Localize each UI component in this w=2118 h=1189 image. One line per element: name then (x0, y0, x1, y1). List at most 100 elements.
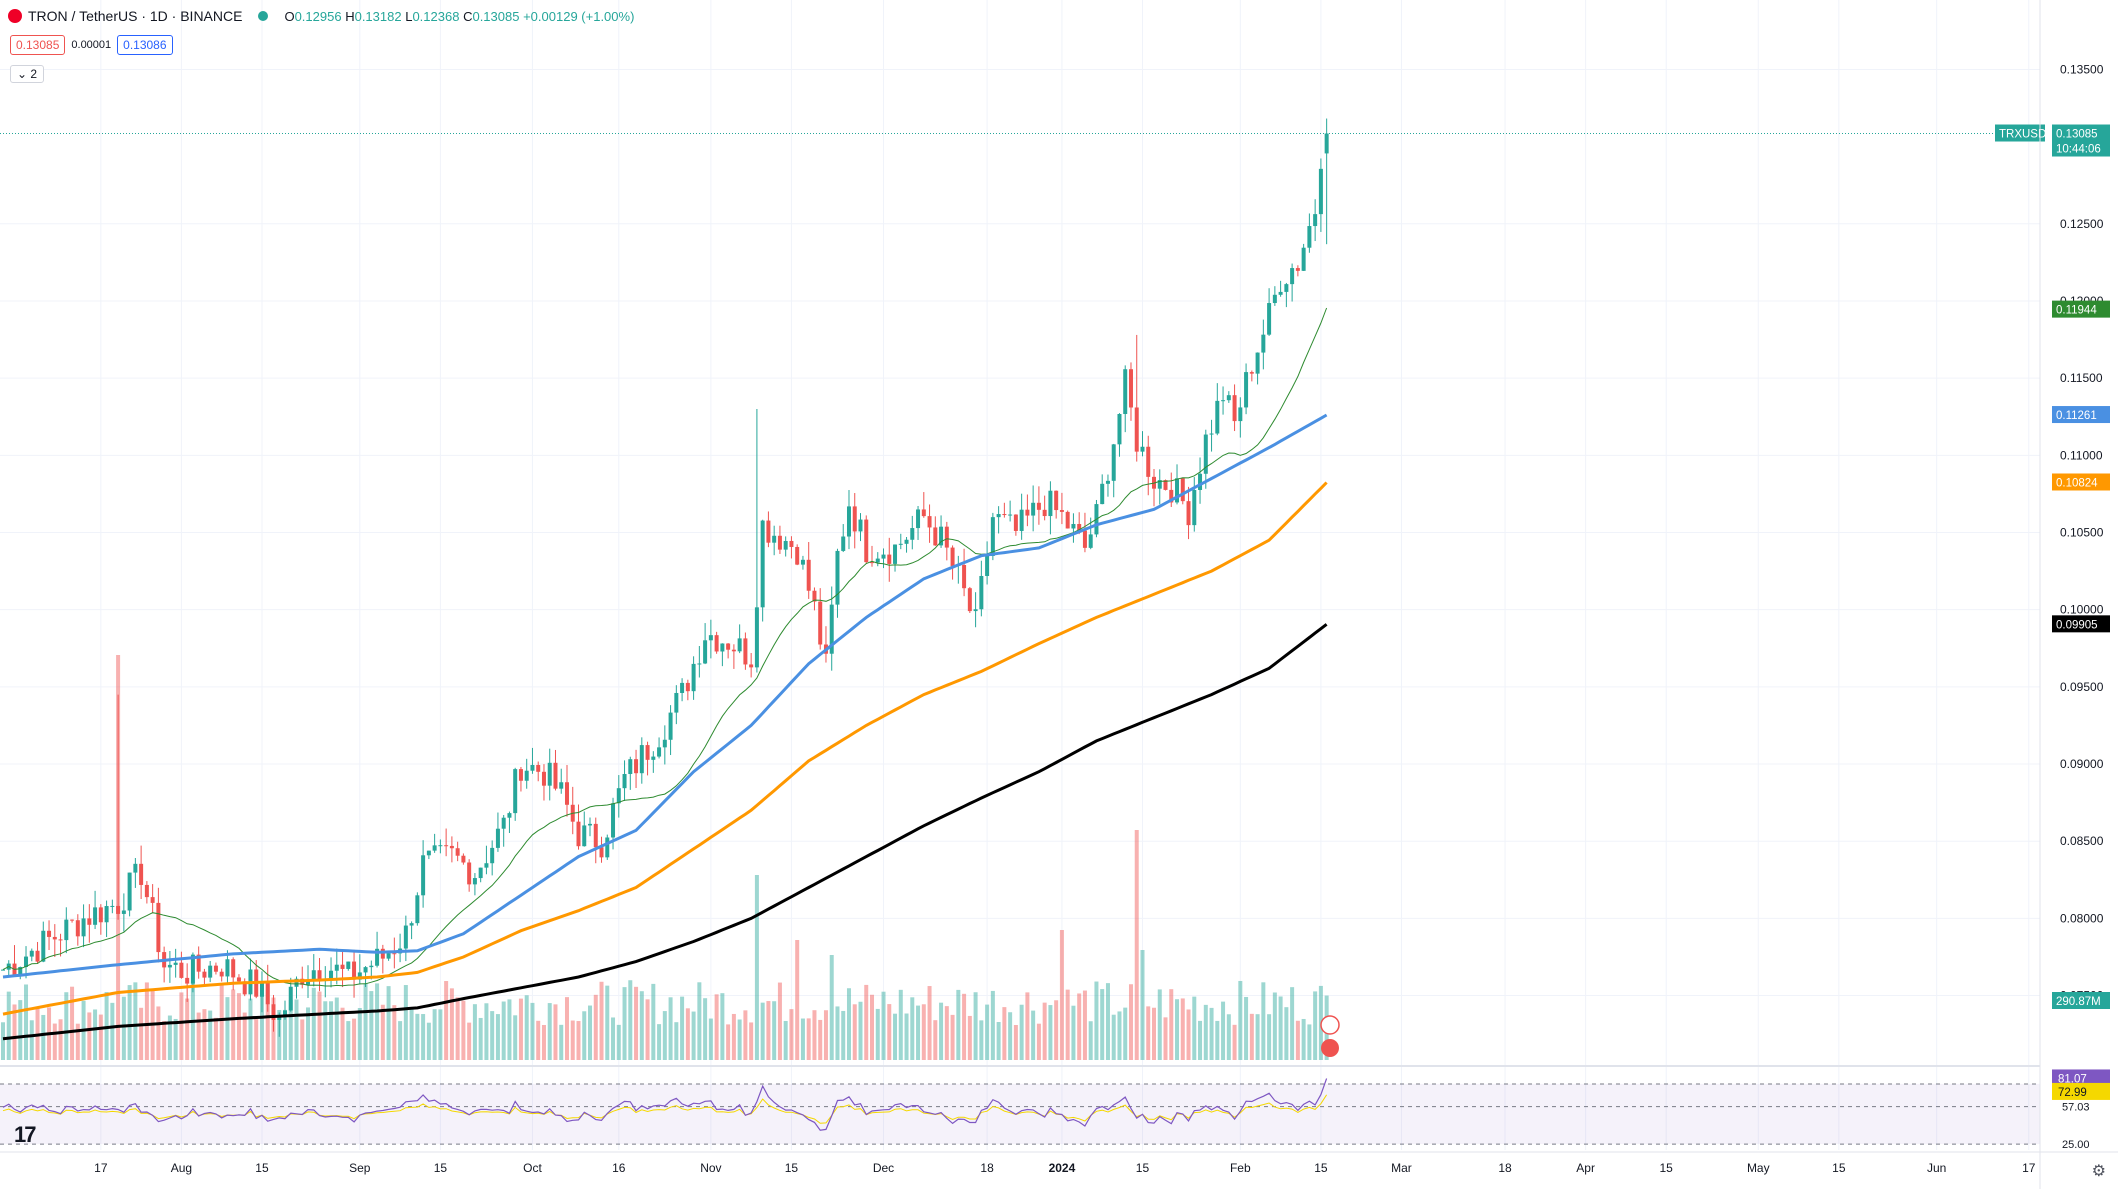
volume-bar (202, 1009, 207, 1060)
candle-body (916, 509, 921, 529)
volume-bar (162, 1021, 167, 1060)
volume-bar (70, 986, 75, 1060)
ma50-price-tag: 0.11261 (2056, 410, 2097, 422)
candle-body (116, 905, 121, 914)
volume-bar (35, 1006, 40, 1060)
volume-bar (904, 1013, 909, 1060)
candle-body (231, 959, 236, 978)
buy-button[interactable]: 0.13086 (117, 35, 173, 55)
volume-bar (495, 1014, 500, 1060)
candle-body (1002, 514, 1007, 516)
volume-bar (1025, 992, 1030, 1060)
volume-bar (1157, 989, 1162, 1060)
volume-bar (380, 1004, 385, 1060)
candle-body (1175, 478, 1180, 503)
volume-bar (472, 1004, 477, 1060)
time-tick-label: 15 (785, 1161, 799, 1175)
candle-body (144, 884, 149, 898)
candle-body (754, 607, 759, 668)
volume-bar (484, 1003, 489, 1060)
candle-body (1198, 473, 1203, 490)
volume-bar (680, 996, 685, 1060)
volume-bar (564, 997, 569, 1060)
volume-bar (1267, 1014, 1272, 1060)
volume-bar (772, 1001, 777, 1060)
change-value: +0.00129 (+1.00%) (523, 8, 635, 24)
time-tick-label: 15 (1660, 1161, 1674, 1175)
chevron-down-icon: ⌄ (17, 67, 31, 81)
candle-body (1054, 490, 1059, 511)
candle-body (190, 954, 195, 984)
volume-bar (662, 1011, 667, 1060)
time-tick-label: 18 (980, 1161, 994, 1175)
symbol-title[interactable]: TRON / TetherUS · 1D · BINANCE (28, 8, 243, 24)
volume-bar (1036, 1023, 1041, 1060)
candle-body (213, 965, 218, 972)
volume-bar (18, 1000, 23, 1060)
candle-body (352, 961, 357, 980)
candle-body (219, 971, 224, 977)
volume-bar (835, 1006, 840, 1060)
volume-bar (231, 989, 236, 1060)
volume-bar (340, 1007, 345, 1060)
candle-body (1238, 407, 1243, 422)
tradingview-logo-icon[interactable]: 17 (14, 1122, 37, 1147)
time-tick-label: 17 (94, 1161, 108, 1175)
rsi-ma-line (2, 1094, 1328, 1124)
gear-icon[interactable]: ⚙ (2091, 1163, 2106, 1180)
candle-body (1025, 509, 1030, 516)
volume-bar (501, 1001, 506, 1060)
candle-body (1146, 446, 1151, 477)
volume-bar (616, 1024, 621, 1060)
candle-body (490, 847, 495, 864)
sell-button[interactable]: 0.13085 (10, 35, 66, 55)
candle-body (375, 948, 380, 966)
volume-bar (887, 1004, 892, 1060)
candle-body (1100, 483, 1105, 505)
candle-body (760, 520, 765, 608)
volume-bar (651, 983, 656, 1060)
volume-bar (818, 1019, 823, 1060)
volume-bar (265, 981, 270, 1060)
candle-body (898, 543, 903, 545)
indicators-toggle[interactable]: ⌄ 2 (10, 65, 45, 83)
volume-bar (110, 1002, 115, 1060)
time-tick-label: 18 (1498, 1161, 1512, 1175)
candle-body (242, 981, 247, 995)
candle-body (829, 604, 834, 654)
volume-bar (588, 1005, 593, 1060)
candle-body (282, 1010, 287, 1016)
candle-body (75, 920, 80, 937)
candle-body (990, 517, 995, 556)
candle-body (962, 565, 967, 589)
volume-bar (41, 1014, 46, 1060)
volume-bar (346, 1021, 351, 1060)
candle-body (639, 745, 644, 774)
volume-bar (64, 992, 69, 1060)
candle-body (1295, 268, 1300, 271)
candle-body (121, 910, 126, 914)
time-tick-label: Dec (873, 1161, 894, 1175)
volume-bar (1111, 1014, 1116, 1060)
candle-body (1157, 480, 1162, 489)
candle-body (93, 907, 98, 925)
volume-bar (582, 1011, 587, 1060)
candle-body (979, 575, 984, 610)
volume-bar (415, 1013, 420, 1060)
candle-body (541, 771, 546, 786)
candle-body (806, 559, 811, 591)
volume-bar (236, 993, 241, 1060)
candle-body (1105, 480, 1110, 484)
candle-body (616, 788, 621, 804)
candle-body (789, 540, 794, 547)
candle-body (749, 664, 754, 668)
time-tick-label: Nov (700, 1161, 721, 1175)
volume-bar (553, 1004, 558, 1060)
volume-bar (467, 1022, 472, 1060)
candle-body (52, 936, 57, 940)
volume-bar (720, 993, 725, 1060)
volume-bar (444, 981, 449, 1060)
volume-bar (133, 982, 138, 1060)
volume-bar (823, 1010, 828, 1060)
